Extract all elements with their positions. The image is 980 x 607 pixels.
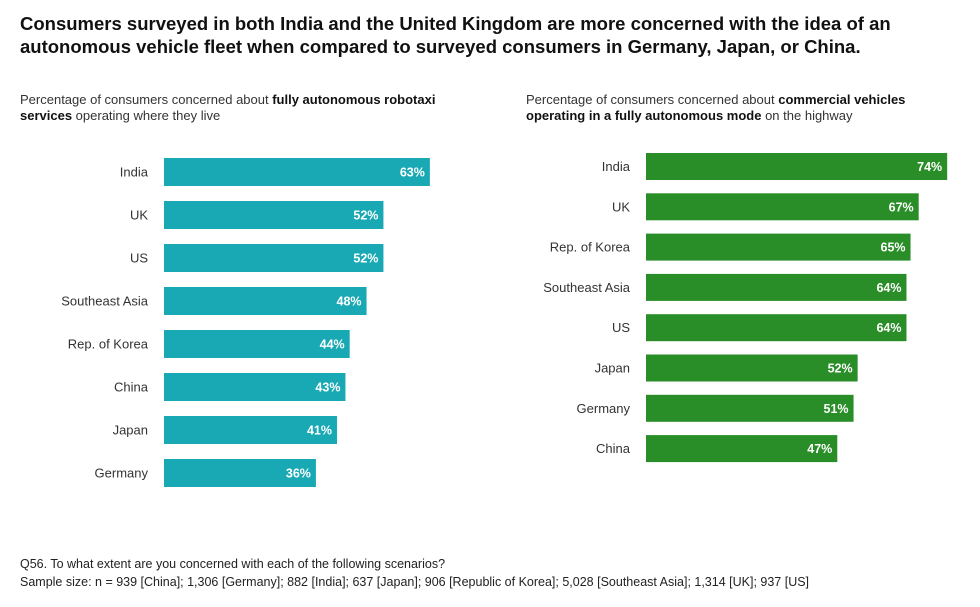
highway-bar <box>646 394 854 422</box>
robotaxi-category-label: China <box>114 380 149 395</box>
robotaxi-bar <box>164 330 350 358</box>
robotaxi-category-label: Southeast Asia <box>61 294 148 309</box>
highway-value-label: 67% <box>889 200 914 214</box>
robotaxi-category-label: Rep. of Korea <box>68 337 149 352</box>
robotaxi-category-label: Germany <box>95 466 149 481</box>
highway-category-label: Southeast Asia <box>543 280 630 295</box>
left-subtitle-pre: Percentage of consumers concerned about <box>20 92 273 107</box>
highway-bar <box>646 233 911 261</box>
robotaxi-category-label: US <box>130 251 148 266</box>
highway-category-label: Rep. of Korea <box>550 240 631 255</box>
highway-category-label: China <box>596 441 631 456</box>
robotaxi-value-label: 52% <box>353 252 378 266</box>
right-chart-subtitle: Percentage of consumers concerned about … <box>526 92 966 124</box>
highway-bar <box>646 153 948 180</box>
robotaxi-value-label: 52% <box>353 209 378 223</box>
robotaxi-category-label: UK <box>130 208 148 223</box>
highway-category-label: Japan <box>595 361 630 376</box>
robotaxi-bar <box>164 373 346 401</box>
highway-bar <box>646 354 858 382</box>
robotaxi-value-label: 48% <box>337 295 362 309</box>
highway-category-label: Germany <box>577 401 631 416</box>
left-subtitle-post: operating where they live <box>72 108 221 123</box>
survey-question: Q56. To what extent are you concerned wi… <box>20 557 446 571</box>
sample-size-note: Sample size: n = 939 [China]; 1,306 [Ger… <box>20 575 810 589</box>
robotaxi-bar <box>164 459 316 487</box>
highway-value-label: 47% <box>807 442 832 456</box>
highway-bar <box>646 193 919 221</box>
highway-bar-chart: India 74% UK 67% Rep. of Korea 65% Southeast A… <box>543 153 948 463</box>
robotaxi-category-label: Japan <box>113 423 148 438</box>
highway-category-label: India <box>602 159 631 174</box>
chart-title: Consumers surveyed in both India and the… <box>20 13 891 57</box>
highway-bar <box>646 435 838 463</box>
highway-value-label: 64% <box>876 281 901 295</box>
highway-value-label: 52% <box>828 362 853 376</box>
robotaxi-value-label: 41% <box>307 424 332 438</box>
highway-bar <box>646 273 907 301</box>
robotaxi-bar <box>164 244 384 272</box>
right-subtitle-pre: Percentage of consumers concerned about <box>526 92 779 107</box>
highway-bar <box>646 314 907 342</box>
robotaxi-bar-chart: India 63% UK 52% US 52% Southeast Asia 48% Rep. … <box>61 158 430 487</box>
right-subtitle-post: on the highway <box>761 108 853 123</box>
robotaxi-category-label: India <box>120 165 149 180</box>
highway-value-label: 65% <box>881 241 906 255</box>
robotaxi-value-label: 44% <box>320 338 345 352</box>
robotaxi-bar <box>164 287 367 315</box>
robotaxi-value-label: 43% <box>315 381 340 395</box>
robotaxi-bar <box>164 201 384 229</box>
right-subtitle-bold: commercial vehicles operating in a fully… <box>526 92 906 123</box>
highway-value-label: 64% <box>876 321 901 335</box>
robotaxi-value-label: 63% <box>400 166 425 180</box>
robotaxi-bar <box>164 416 338 444</box>
left-subtitle-bold: fully autonomous robotaxi services <box>20 92 436 123</box>
highway-value-label: 51% <box>824 402 849 416</box>
robotaxi-bar <box>164 158 430 186</box>
highway-category-label: UK <box>612 199 630 214</box>
highway-category-label: US <box>612 320 630 335</box>
highway-value-label: 74% <box>917 160 942 174</box>
robotaxi-value-label: 36% <box>286 467 311 481</box>
left-chart-subtitle: Percentage of consumers concerned about … <box>20 92 460 124</box>
